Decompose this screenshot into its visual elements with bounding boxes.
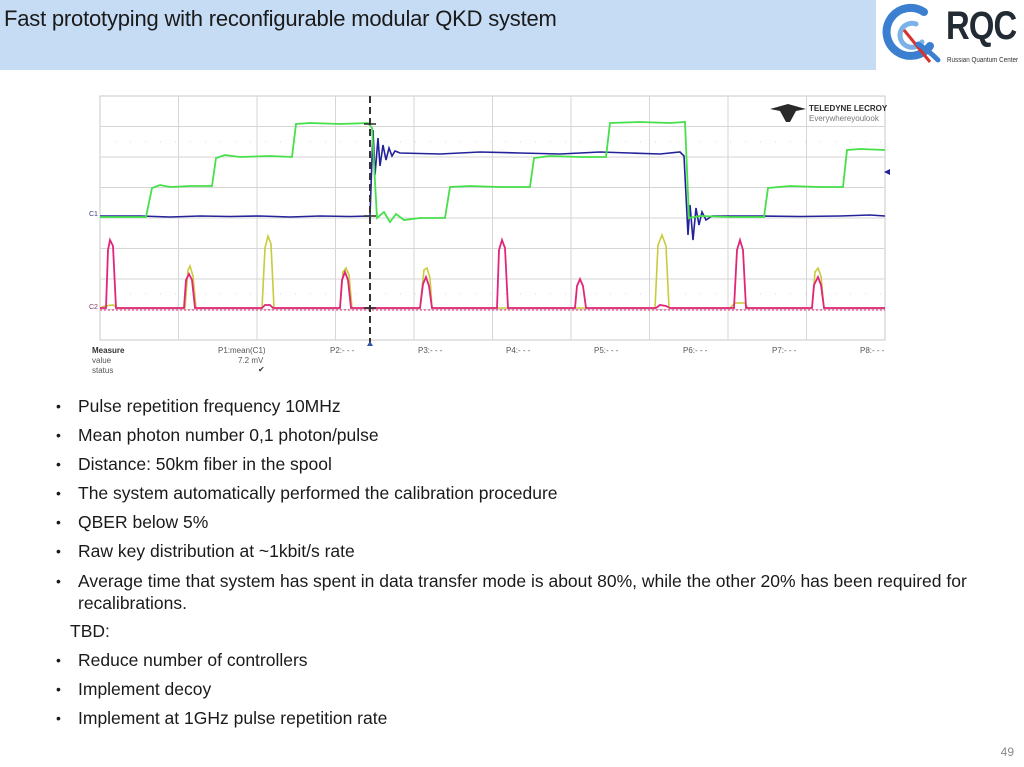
bullet-dot-icon: • [56,427,61,443]
tbd-label: TBD: [70,621,110,641]
rqc-subtitle: Russian Quantum Center [947,57,1019,64]
rqc-q-swirl-icon [882,3,941,63]
measure-row-label-status: status [92,366,114,375]
rqc-wordmark: RQC [946,4,1017,48]
cursor-crosshairs [364,123,376,309]
measure-param-p6[interactable]: P6:- - - [683,346,708,355]
grid-horizontal [100,126,885,310]
bullet-item: • Raw key distribution at ~1kbit/s rate [56,537,1006,566]
oscilloscope-capture: C1 C2 TELEDYNE LECROY Everywhereyoulook … [88,88,898,380]
measure-param-p1[interactable]: P1:mean(C1) [218,346,266,355]
bullet-text: QBER below 5% [78,512,209,532]
measure-p1-status-check-icon: ✔ [258,365,265,374]
bullet-dot-icon: • [56,681,61,697]
bullet-text: Pulse repetition frequency 10MHz [78,396,341,416]
bullet-text: Mean photon number 0,1 photon/pulse [78,425,379,445]
teledyne-brand: TELEDYNE LECROY [809,104,888,113]
bullet-item: • Implement at 1GHz pulse repetition rat… [56,704,1006,733]
bullet-list: • Pulse repetition frequency 10MHz • Mea… [56,392,1006,733]
bullet-text: Average time that system has spent in da… [78,571,967,613]
channel-marker-c1: C1 [89,211,98,218]
teledyne-lecroy-logo [770,104,806,122]
bullet-item: • Pulse repetition frequency 10MHz [56,392,1006,421]
slide-title: Fast prototyping with reconfigurable mod… [4,6,557,31]
slide-title-bar: Fast prototyping with reconfigurable mod… [0,0,876,70]
bullet-text: Implement at 1GHz pulse repetition rate [78,708,388,728]
bullet-text: Raw key distribution at ~1kbit/s rate [78,541,355,561]
measure-param-p7[interactable]: P7:- - - [772,346,797,355]
bullet-item: • Implement decoy [56,675,1006,704]
measure-param-p4[interactable]: P4:- - - [506,346,531,355]
page-number: 49 [1000,745,1014,759]
bullet-dot-icon: • [56,485,61,501]
bullet-dot-icon: • [56,652,61,668]
measure-param-p3[interactable]: P3:- - - [418,346,443,355]
measure-param-p5[interactable]: P5:- - - [594,346,619,355]
rqc-logo: RQC Russian Quantum Center [880,2,1024,72]
bullet-dot-icon: • [56,514,61,530]
measure-p1-value: 7.2 mV [238,356,264,365]
measure-param-p8[interactable]: P8:- - - [860,346,885,355]
bullet-dot-icon: • [56,398,61,414]
cursor-marker-icon [367,341,373,346]
bullet-item: • Distance: 50km fiber in the spool [56,450,1006,479]
bullet-dot-icon: • [56,573,61,589]
bullet-dot-icon: • [56,456,61,472]
bullet-text: Reduce number of controllers [78,650,308,670]
bullet-text: The system automatically performed the c… [78,483,558,503]
bullet-item: • Reduce number of controllers [56,646,1006,675]
bullet-dot-icon: • [56,543,61,559]
measure-param-p2[interactable]: P2:- - - [330,346,355,355]
channel-marker-c2: C2 [89,304,98,311]
trace-magenta [100,236,885,309]
offset-marker-icon [884,169,890,175]
trace-green [100,121,886,224]
teledyne-bird-icon [770,104,806,122]
bullet-item: • Mean photon number 0,1 photon/pulse [56,421,1006,450]
bullet-item: • Average time that system has spent in … [56,566,1006,617]
bullet-item: • The system automatically performed the… [56,479,1006,508]
teledyne-tagline: Everywhereyoulook [809,114,879,123]
measure-header: Measure [92,346,125,355]
trace-blue [100,129,886,241]
measure-row-label-value: value [92,356,112,365]
bullet-text: Distance: 50km fiber in the spool [78,454,332,474]
bullet-text: Implement decoy [78,679,212,699]
bullet-item: • QBER below 5% [56,508,1006,537]
oscilloscope-plot: C1 C2 [89,95,890,346]
bullet-dot-icon: • [56,710,61,726]
